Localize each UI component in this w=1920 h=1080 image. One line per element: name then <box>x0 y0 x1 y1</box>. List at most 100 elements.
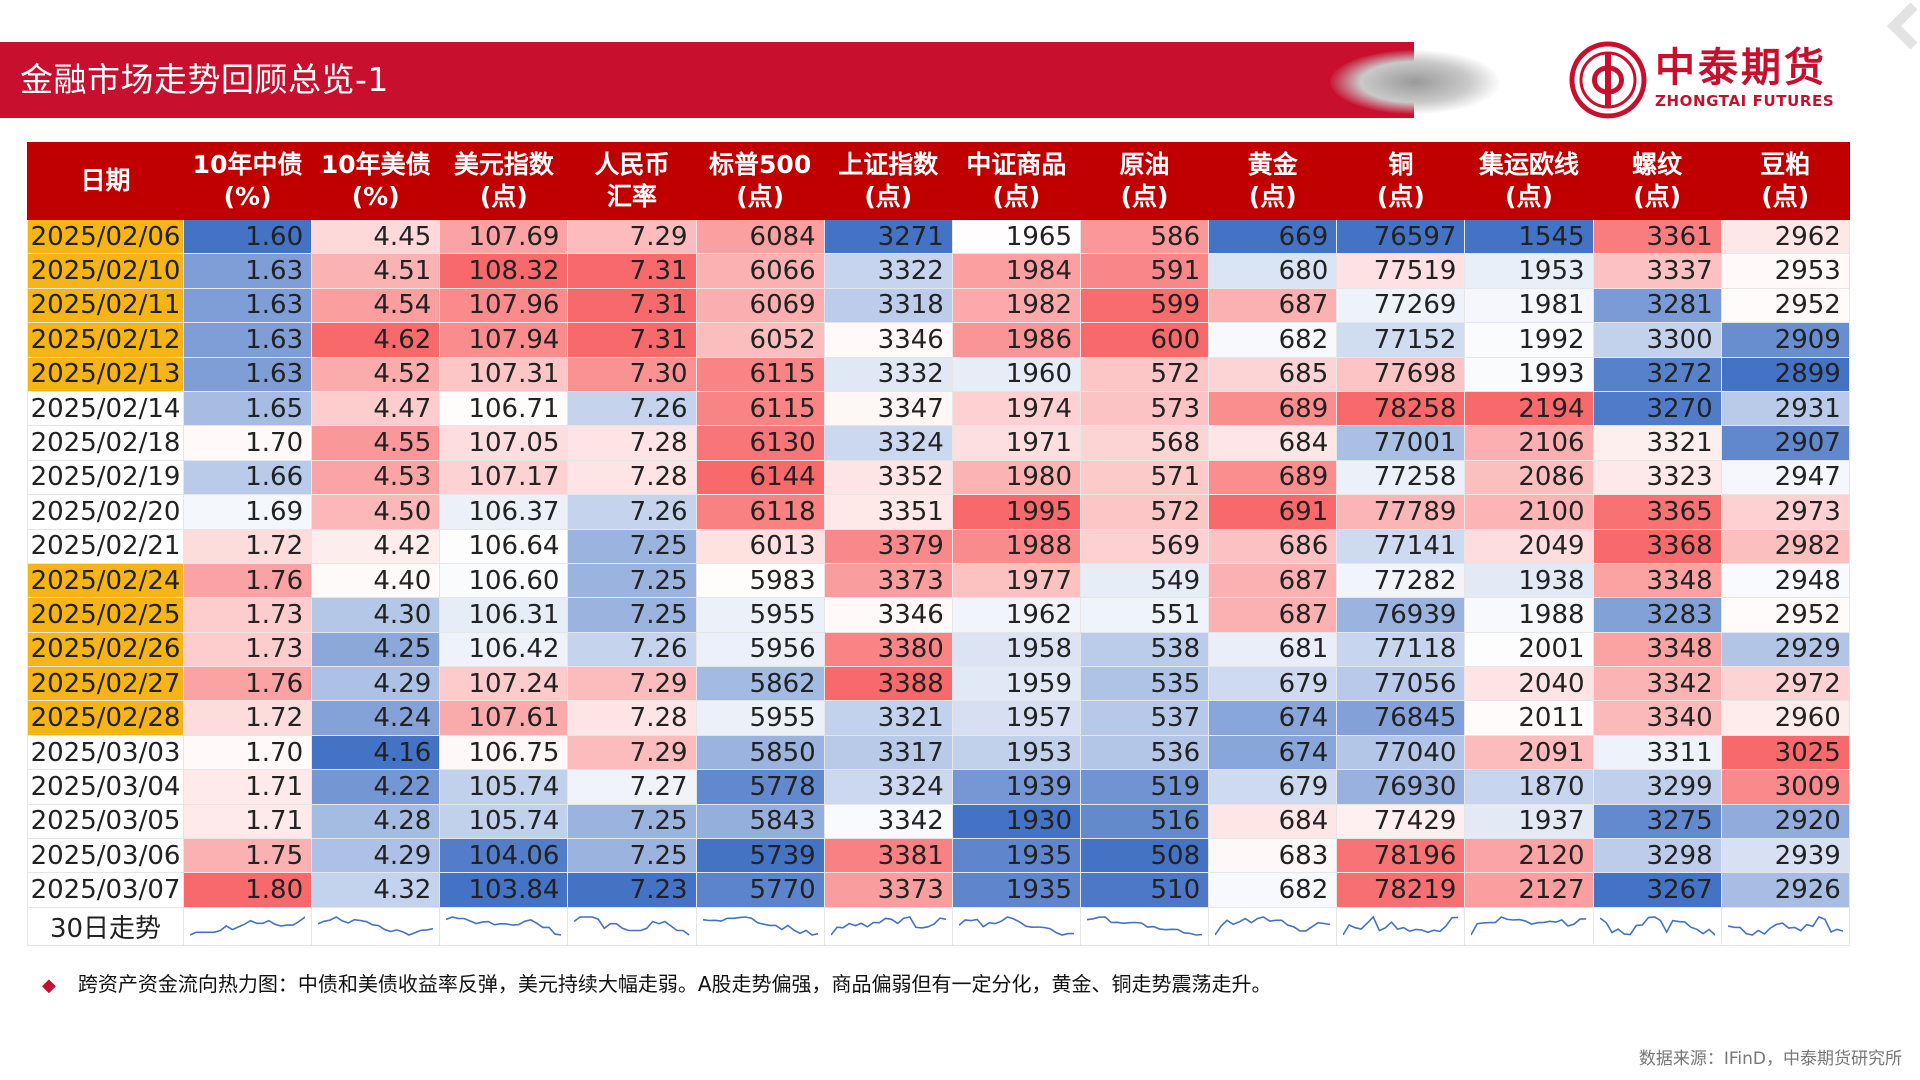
sparkline-cell <box>182 906 313 946</box>
value-cell: 679 <box>1208 769 1338 805</box>
value-cell: 687 <box>1208 287 1338 324</box>
value-cell: 7.26 <box>567 631 697 668</box>
summary-text: 跨资产资金流向热力图：中债和美债收益率反弹，美元持续大幅走弱。A股走势偏强，商品… <box>77 972 1272 996</box>
value-cell: 7.25 <box>567 562 697 599</box>
sparkline <box>1343 913 1458 939</box>
column-header-title: 人民币 <box>594 150 670 179</box>
value-cell: 535 <box>1079 666 1210 702</box>
value-cell: 77282 <box>1336 562 1466 599</box>
value-cell: 107.31 <box>439 356 569 392</box>
value-cell: 537 <box>1079 700 1210 736</box>
value-cell: 586 <box>1079 218 1210 255</box>
value-cell: 1982 <box>951 287 1081 324</box>
sparkline-cell <box>695 906 825 946</box>
value-cell: 7.27 <box>567 769 697 805</box>
value-cell: 2948 <box>1720 562 1850 599</box>
value-cell: 1.72 <box>182 528 313 564</box>
date-cell: 2025/03/03 <box>27 734 184 771</box>
sparkline-cell <box>1079 906 1210 946</box>
column-header: 10年中债 (%) <box>182 142 313 220</box>
value-cell: 679 <box>1208 666 1338 702</box>
value-cell: 686 <box>1208 528 1338 564</box>
value-cell: 3351 <box>823 494 953 530</box>
value-cell: 7.29 <box>567 218 697 255</box>
value-cell: 569 <box>1079 528 1210 564</box>
value-cell: 2086 <box>1464 459 1594 496</box>
value-cell: 682 <box>1208 322 1338 358</box>
value-cell: 1953 <box>1464 253 1594 289</box>
column-header-title: 中证商品 <box>966 150 1067 179</box>
value-cell: 4.50 <box>311 494 441 530</box>
column-header-unit: (点) <box>992 182 1041 211</box>
date-cell: 2025/02/28 <box>27 700 184 736</box>
value-cell: 1981 <box>1464 287 1594 324</box>
value-cell: 3318 <box>823 287 953 324</box>
value-cell: 7.29 <box>567 734 697 771</box>
value-cell: 2127 <box>1464 872 1594 908</box>
date-cell: 2025/02/14 <box>27 390 184 427</box>
date-cell: 2025/02/27 <box>27 666 184 702</box>
value-cell: 3332 <box>823 356 953 392</box>
sparkline-cell <box>567 906 697 946</box>
column-header-title: 铜 <box>1388 150 1414 179</box>
value-cell: 687 <box>1208 562 1338 599</box>
value-cell: 106.71 <box>439 390 569 427</box>
value-cell: 684 <box>1208 803 1338 840</box>
sparkline <box>318 913 433 939</box>
value-cell: 2920 <box>1720 803 1850 840</box>
value-cell: 77429 <box>1336 803 1466 840</box>
table-row: 2025/02/18 1.70 4.55 107.05 7.28 6130 3324 1971… <box>27 425 1850 461</box>
value-cell: 674 <box>1208 700 1338 736</box>
value-cell: 76939 <box>1336 597 1466 633</box>
sparkline-path <box>959 917 1074 935</box>
sparkline-path <box>1087 917 1202 935</box>
value-cell: 1959 <box>951 666 1081 702</box>
column-header-unit: (点) <box>1505 182 1553 211</box>
value-cell: 2909 <box>1720 322 1850 358</box>
value-cell: 1992 <box>1464 322 1594 358</box>
date-cell: 2025/02/06 <box>27 218 184 255</box>
value-cell: 1988 <box>951 528 1081 564</box>
value-cell: 4.22 <box>311 769 441 805</box>
column-header: 人民币 汇率 <box>567 142 697 220</box>
value-cell: 2931 <box>1720 390 1850 427</box>
trend-row: 30日走势 <box>27 906 1850 946</box>
sparkline <box>446 913 561 939</box>
value-cell: 2952 <box>1720 597 1850 633</box>
value-cell: 3340 <box>1592 700 1722 736</box>
date-cell: 2025/02/19 <box>27 459 184 496</box>
value-cell: 3300 <box>1592 322 1722 358</box>
column-header-unit: (点) <box>1248 182 1297 211</box>
table-row: 2025/02/12 1.63 4.62 107.94 7.31 6052 3346 1986… <box>27 322 1850 358</box>
value-cell: 572 <box>1079 494 1210 530</box>
column-header-title: 集运欧线 <box>1478 150 1579 179</box>
value-cell: 1.66 <box>182 459 313 496</box>
sparkline <box>1471 913 1586 939</box>
value-cell: 5983 <box>695 562 825 599</box>
column-header-title: 标普500 <box>709 150 812 179</box>
value-cell: 106.37 <box>439 494 569 530</box>
value-cell: 7.30 <box>567 356 697 392</box>
value-cell: 1.63 <box>182 356 313 392</box>
column-header: 原油 (点) <box>1079 142 1210 220</box>
table-body: 2025/02/06 1.60 4.45 107.69 7.29 6084 3271 1965… <box>27 218 1850 946</box>
sparkline-path <box>1215 917 1330 935</box>
sparkline <box>574 913 689 939</box>
value-cell: 3267 <box>1592 872 1722 908</box>
value-cell: 5862 <box>695 666 825 702</box>
value-cell: 105.74 <box>439 803 569 840</box>
sparkline-path <box>703 917 818 935</box>
table-row: 2025/03/06 1.75 4.29 104.06 7.25 5739 3381 1935… <box>27 838 1850 874</box>
value-cell: 3281 <box>1592 287 1722 324</box>
value-cell: 5955 <box>695 700 825 736</box>
column-header-title: 上证指数 <box>838 150 939 179</box>
sparkline-path <box>574 917 689 935</box>
sparkline-cell <box>823 906 953 946</box>
value-cell: 5850 <box>695 734 825 771</box>
value-cell: 7.26 <box>567 494 697 530</box>
value-cell: 682 <box>1208 872 1338 908</box>
value-cell: 4.42 <box>311 528 441 564</box>
value-cell: 1.71 <box>182 803 313 840</box>
value-cell: 4.54 <box>311 287 441 324</box>
value-cell: 5843 <box>695 803 825 840</box>
